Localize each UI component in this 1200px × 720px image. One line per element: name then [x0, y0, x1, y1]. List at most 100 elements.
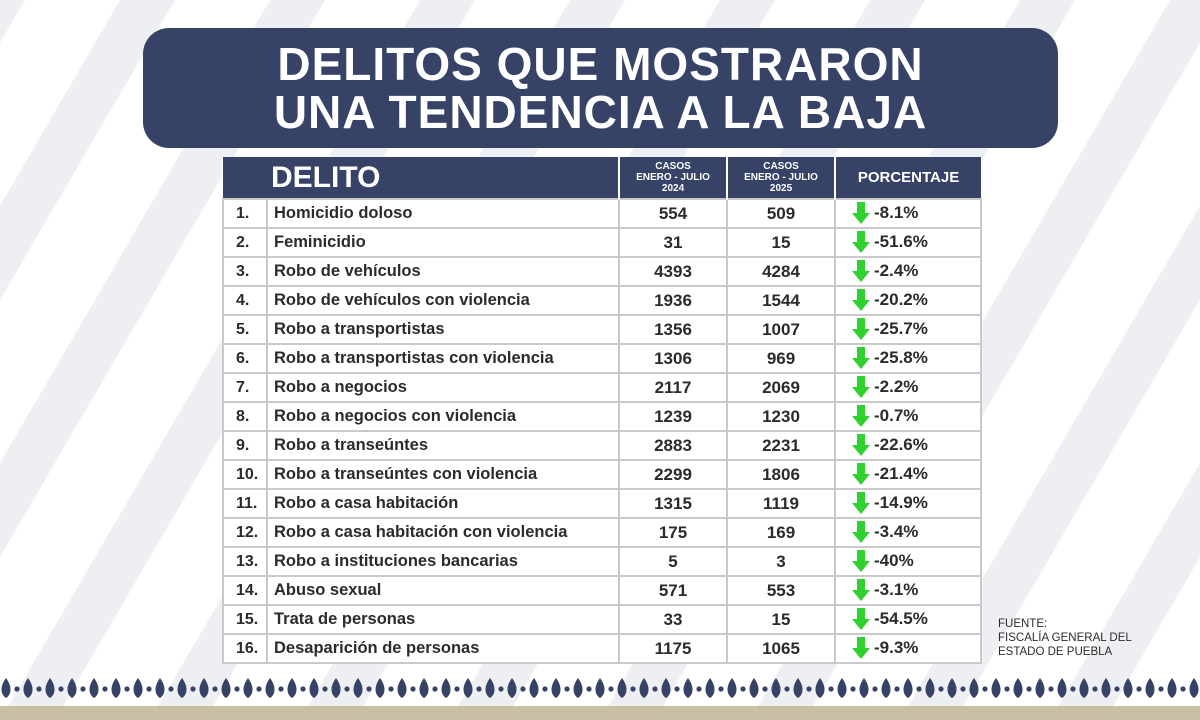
- row-percentage-cell: -25.8%: [834, 343, 983, 374]
- table-row: 5. Robo a transportistas 1356 1007 -25.7%: [222, 314, 983, 345]
- table-row: 14. Abuso sexual 571 553 -3.1%: [222, 575, 983, 606]
- row-cases-2025: 15: [726, 227, 837, 258]
- row-number: 13.: [222, 546, 268, 577]
- table-row: 7. Robo a negocios 2117 2069 -2.2%: [222, 372, 983, 403]
- arrow-down-icon: [852, 201, 871, 224]
- row-cases-2025: 15: [726, 604, 837, 635]
- row-cases-2025: 3: [726, 546, 837, 577]
- row-crime-name: Robo de vehículos con violencia: [265, 285, 621, 316]
- row-number: 12.: [222, 517, 268, 548]
- row-cases-2024: 1936: [618, 285, 729, 316]
- arrow-down-icon: [852, 288, 871, 311]
- row-cases-2024: 1315: [618, 488, 729, 519]
- header-cases-2025: CASOS ENERO - JULIO 2025: [726, 157, 837, 199]
- header-porcentaje: PORCENTAJE: [834, 157, 982, 199]
- table-row: 2. Feminicidio 31 15 -51.6%: [222, 227, 983, 258]
- row-percentage-cell: -2.4%: [834, 256, 983, 287]
- row-cases-2024: 1175: [618, 633, 729, 664]
- row-percentage: -54.5%: [874, 609, 928, 629]
- arrow-down-icon: [852, 317, 871, 340]
- row-cases-2025: 1007: [726, 314, 837, 345]
- arrow-down-icon: [852, 578, 871, 601]
- row-cases-2024: 2117: [618, 372, 729, 403]
- row-percentage-cell: -3.1%: [834, 575, 983, 606]
- row-percentage: -3.4%: [874, 522, 919, 542]
- row-number: 10.: [222, 459, 268, 490]
- row-cases-2024: 175: [618, 517, 729, 548]
- row-cases-2025: 2231: [726, 430, 837, 461]
- row-percentage-cell: -25.7%: [834, 314, 983, 345]
- source-label: FUENTE:: [998, 618, 1048, 630]
- row-percentage-cell: -9.3%: [834, 633, 983, 664]
- row-cases-2024: 4393: [618, 256, 729, 287]
- row-number: 5.: [222, 314, 268, 345]
- row-crime-name: Robo a transportistas con violencia: [265, 343, 621, 374]
- row-percentage: -21.4%: [874, 464, 928, 484]
- header-cases-2025-line2: ENERO - JULIO: [744, 172, 818, 183]
- row-percentage-cell: -3.4%: [834, 517, 983, 548]
- row-percentage-cell: -14.9%: [834, 488, 983, 519]
- row-number: 9.: [222, 430, 268, 461]
- row-percentage: -40%: [874, 551, 914, 571]
- row-cases-2024: 33: [618, 604, 729, 635]
- row-number: 16.: [222, 633, 268, 664]
- row-cases-2025: 969: [726, 343, 837, 374]
- row-number: 3.: [222, 256, 268, 287]
- row-cases-2024: 2299: [618, 459, 729, 490]
- row-number: 8.: [222, 401, 268, 432]
- row-percentage-cell: -51.6%: [834, 227, 983, 258]
- arrow-down-icon: [852, 230, 871, 253]
- table-row: 11. Robo a casa habitación 1315 1119 -14.9%: [222, 488, 983, 519]
- table-row: 16. Desaparición de personas 1175 1065 -9.3%: [222, 633, 983, 664]
- row-number: 7.: [222, 372, 268, 403]
- row-percentage-cell: -40%: [834, 546, 983, 577]
- row-cases-2025: 169: [726, 517, 837, 548]
- arrow-down-icon: [852, 549, 871, 572]
- row-crime-name: Trata de personas: [265, 604, 621, 635]
- table-row: 15. Trata de personas 33 15 -54.5%: [222, 604, 983, 635]
- row-cases-2025: 4284: [726, 256, 837, 287]
- table-header-row: DELITO CASOS ENERO - JULIO 2024 CASOS EN…: [223, 157, 982, 199]
- row-percentage: -2.4%: [874, 261, 919, 281]
- table-body: 1. Homicidio doloso 554 509 -8.1% 2. Feminicid…: [222, 198, 983, 664]
- row-crime-name: Robo a transeúntes: [265, 430, 621, 461]
- row-percentage-cell: -54.5%: [834, 604, 983, 635]
- row-number: 2.: [222, 227, 268, 258]
- row-crime-name: Robo a casa habitación con violencia: [265, 517, 621, 548]
- table-row: 13. Robo a instituciones bancarias 5 3 -40%: [222, 546, 983, 577]
- row-cases-2025: 1544: [726, 285, 837, 316]
- bottom-band: [0, 706, 1200, 720]
- row-crime-name: Homicidio doloso: [265, 198, 621, 229]
- arrow-down-icon: [852, 346, 871, 369]
- table-row: 8. Robo a negocios con violencia 1239 1230 -…: [222, 401, 983, 432]
- header-cases-2024-line1: CASOS: [655, 161, 691, 172]
- row-cases-2025: 1230: [726, 401, 837, 432]
- row-cases-2025: 1119: [726, 488, 837, 519]
- row-crime-name: Robo a transeúntes con violencia: [265, 459, 621, 490]
- row-percentage-cell: -8.1%: [834, 198, 983, 229]
- title-line-2: UNA TENDENCIA A LA BAJA: [273, 86, 928, 138]
- header-cases-2025-line3: 2025: [769, 183, 793, 194]
- row-cases-2025: 553: [726, 575, 837, 606]
- row-cases-2025: 1065: [726, 633, 837, 664]
- header-cases-2025-line1: CASOS: [763, 161, 799, 172]
- title-banner: DELITOS QUE MOSTRARON UNA TENDENCIA A LA…: [143, 28, 1058, 148]
- row-cases-2024: 5: [618, 546, 729, 577]
- row-crime-name: Robo de vehículos: [265, 256, 621, 287]
- row-number: 15.: [222, 604, 268, 635]
- row-percentage: -25.7%: [874, 319, 928, 339]
- row-cases-2024: 1306: [618, 343, 729, 374]
- table-row: 12. Robo a casa habitación con violencia 1…: [222, 517, 983, 548]
- header-cases-2024-line3: 2024: [661, 183, 685, 194]
- row-number: 6.: [222, 343, 268, 374]
- table-row: 9. Robo a transeúntes 2883 2231 -22.6%: [222, 430, 983, 461]
- row-percentage-cell: -21.4%: [834, 459, 983, 490]
- row-percentage-cell: -0.7%: [834, 401, 983, 432]
- row-percentage: -25.8%: [874, 348, 928, 368]
- source-line-2: ESTADO DE PUEBLA: [998, 646, 1113, 658]
- row-cases-2025: 1806: [726, 459, 837, 490]
- row-percentage: -2.2%: [874, 377, 919, 397]
- row-percentage-cell: -20.2%: [834, 285, 983, 316]
- table-row: 3. Robo de vehículos 4393 4284 -2.4%: [222, 256, 983, 287]
- table-row: 1. Homicidio doloso 554 509 -8.1%: [222, 198, 983, 229]
